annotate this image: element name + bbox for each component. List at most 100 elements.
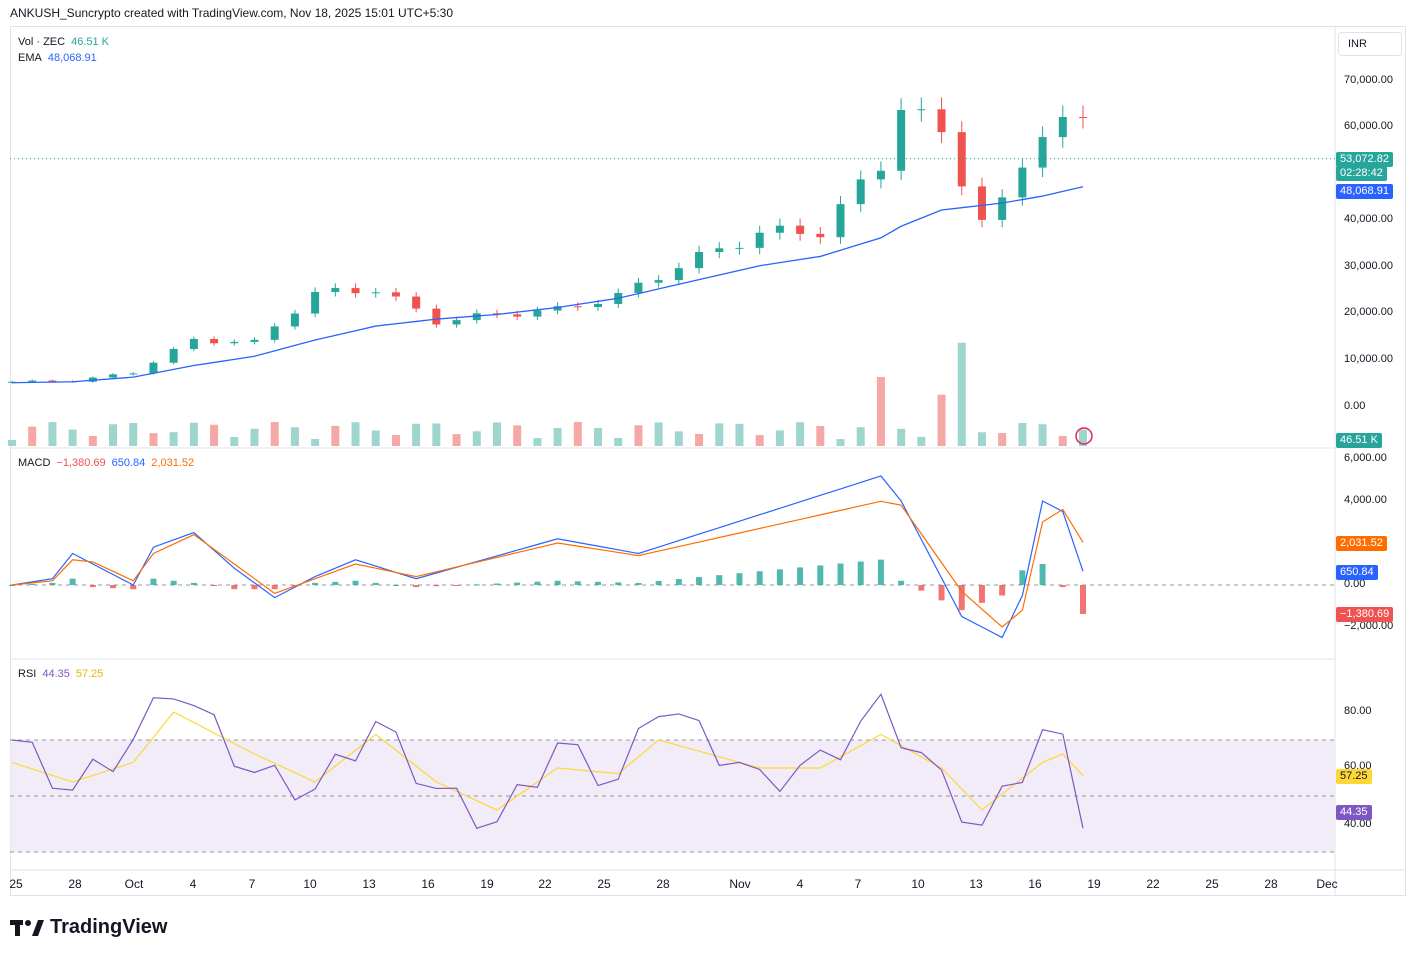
currency-button[interactable]: INR xyxy=(1338,32,1402,56)
volume-bar xyxy=(917,436,926,446)
legend-volume: Vol · ZEC 46.51 K xyxy=(18,36,115,48)
macd-hist-bar xyxy=(877,559,884,585)
legend-macd-value: 650.84 xyxy=(111,457,146,469)
price-candle xyxy=(856,179,865,205)
x-axis-label: 19 xyxy=(1087,877,1101,891)
price-candle xyxy=(189,338,198,349)
price-candle xyxy=(210,338,219,344)
volume-bar xyxy=(311,438,320,446)
price-candle xyxy=(998,197,1007,220)
macd-hist-bar xyxy=(978,585,985,603)
volume-bar xyxy=(755,435,764,446)
legend-volume-value: 46.51 K xyxy=(71,36,109,48)
price-candle xyxy=(654,280,663,283)
price-candle xyxy=(472,313,481,321)
macd-hist-bar xyxy=(736,573,743,585)
volume-bar xyxy=(472,431,481,446)
x-axis-label: 7 xyxy=(248,877,256,891)
macd-hist-bar xyxy=(1039,564,1046,585)
x-axis-label: 10 xyxy=(911,877,925,891)
price-candle xyxy=(452,320,461,325)
macd-hist-bar xyxy=(776,569,783,585)
price-candle xyxy=(28,380,37,382)
macd-hist-bar xyxy=(493,583,500,585)
macd-hist-bar xyxy=(1019,570,1026,585)
volume-bar xyxy=(129,423,138,446)
tradingview-logo-icon xyxy=(10,919,44,936)
tradingview-logo[interactable]: TradingView xyxy=(10,916,167,939)
rsi-tick-40: 40.00 xyxy=(1344,818,1372,830)
volume-bar xyxy=(48,422,57,446)
x-axis-label: 28 xyxy=(68,877,82,891)
price-candle xyxy=(1018,167,1027,198)
macd-hist-bar xyxy=(413,585,420,588)
volume-bar xyxy=(109,424,118,446)
x-axis-label: 13 xyxy=(969,877,983,891)
legend-volume-label: Vol · ZEC xyxy=(18,36,66,48)
x-axis-label: 13 xyxy=(362,877,376,891)
price-candle xyxy=(250,339,259,342)
price-candle xyxy=(412,296,421,309)
volume-bar xyxy=(533,438,542,446)
x-axis-label: 25 xyxy=(9,877,23,891)
price-candle xyxy=(755,232,764,248)
macd-tick-4000: 4,000.00 xyxy=(1344,494,1387,506)
volume-bar xyxy=(189,422,198,446)
price-candle xyxy=(1058,117,1067,138)
macd-hist-bar xyxy=(615,582,622,585)
price-candle xyxy=(917,109,926,111)
volume-bar xyxy=(412,423,421,446)
macd-hist-bar xyxy=(756,571,763,585)
macd-signal-line xyxy=(11,500,1084,628)
price-candle xyxy=(1038,137,1047,168)
price-candle xyxy=(149,362,158,374)
macd-hist-bar xyxy=(898,580,905,585)
macd-hist-bar xyxy=(433,585,440,587)
legend-rsi-value: 44.35 xyxy=(42,668,70,680)
macd-tick-6000: 6,000.00 xyxy=(1344,452,1387,464)
volume-bar xyxy=(614,437,623,446)
x-axis-label: 25 xyxy=(597,877,611,891)
volume-bar xyxy=(290,427,299,446)
volume-bar xyxy=(270,422,279,446)
rsi-tick-80: 80.00 xyxy=(1344,705,1372,717)
ema-line xyxy=(11,186,1084,384)
macd-hist-bar xyxy=(312,582,319,585)
volume-bar xyxy=(573,422,582,446)
volume-bar xyxy=(715,423,724,446)
x-axis-label: 16 xyxy=(1028,877,1042,891)
macd-hist-bar xyxy=(170,580,177,585)
price-candle xyxy=(371,292,380,294)
macd-hist-bar xyxy=(716,575,723,585)
price-candle xyxy=(876,170,885,180)
price-candle xyxy=(513,314,522,317)
macd-hist-bar xyxy=(534,581,541,585)
macd-hist-bar xyxy=(89,585,96,588)
price-candle xyxy=(977,186,986,220)
price-candle xyxy=(816,233,825,238)
volume-bar xyxy=(8,440,16,446)
volume-bar xyxy=(1079,429,1087,446)
rsi-ma-tag: 57.25 xyxy=(1336,769,1372,784)
volume-bar xyxy=(998,433,1007,446)
price-candle xyxy=(351,288,360,294)
x-axis-label: 7 xyxy=(854,877,862,891)
volume-bar xyxy=(977,432,986,446)
volume-bar xyxy=(513,425,522,446)
macd-line xyxy=(11,475,1084,639)
legend-ema-label: EMA xyxy=(18,52,42,64)
rsi-ma-line xyxy=(11,711,1084,811)
legend-ema: EMA 48,068.91 xyxy=(18,52,103,64)
volume-bar xyxy=(432,423,441,446)
legend-rsi: RSI 44.35 57.25 xyxy=(18,668,109,680)
volume-bar xyxy=(68,429,77,446)
x-axis-label: 25 xyxy=(1205,877,1219,891)
volume-bar xyxy=(876,377,885,446)
attribution-text: ANKUSH_Suncrypto created with TradingVie… xyxy=(10,6,454,20)
rsi-band xyxy=(10,740,1335,852)
alert-icon xyxy=(1075,427,1093,445)
price-candle xyxy=(897,110,906,171)
volume-bar xyxy=(28,426,37,446)
volume-bar xyxy=(492,422,501,446)
